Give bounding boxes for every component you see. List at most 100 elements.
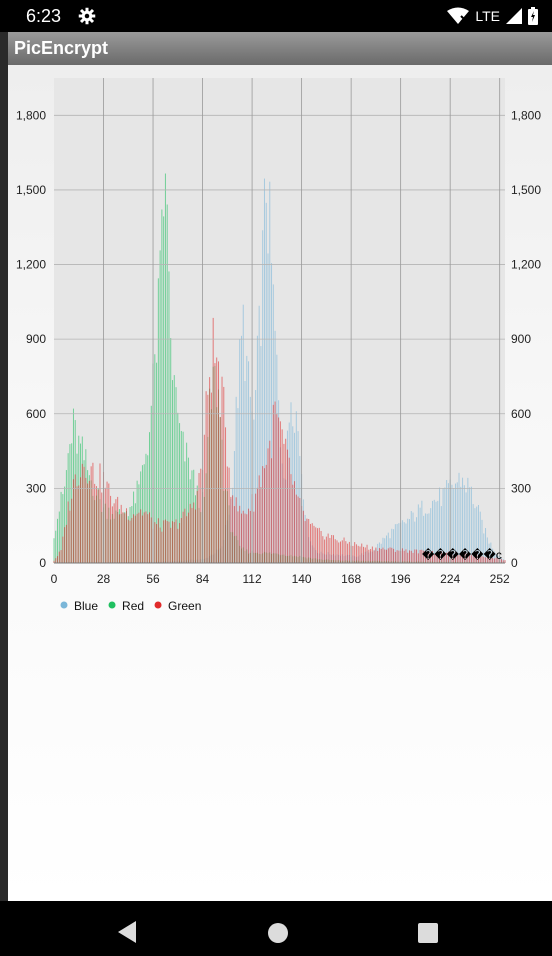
bar-green (110, 495, 112, 563)
y-tick-label-right: 600 (511, 407, 531, 421)
bar-green (157, 518, 159, 563)
bar-green (177, 528, 179, 563)
bar-blue (462, 477, 464, 563)
bar-green (281, 429, 283, 563)
bar-green (398, 550, 400, 563)
bar-green (366, 544, 368, 563)
bar-red (141, 465, 143, 563)
bar-blue (262, 230, 264, 563)
bar-blue (454, 483, 456, 563)
bar-green (456, 552, 458, 563)
bar-red (69, 444, 71, 563)
back-icon[interactable] (117, 920, 137, 944)
bar-green (57, 556, 59, 563)
bar-green (403, 550, 405, 563)
bar-blue (492, 548, 494, 563)
bar-green (198, 472, 200, 563)
bar-blue (432, 500, 433, 563)
bar-blue (446, 480, 448, 563)
bar-green (368, 549, 370, 563)
bar-red (179, 423, 181, 563)
bar-green (363, 546, 364, 563)
bar-green (172, 521, 173, 563)
bar-green (88, 480, 90, 563)
y-tick-label-right: 300 (511, 481, 531, 495)
y-tick-label-right: 1,800 (511, 108, 541, 122)
y-tick-label-left: 1,500 (16, 183, 46, 197)
bar-blue (485, 528, 487, 563)
bar-green (249, 510, 251, 563)
bar-green (210, 392, 212, 563)
content-area: 0 0 300 300 600 600 900 900 1,200 1,200 1,500 1,500… (8, 65, 552, 901)
bar-blue (467, 477, 469, 563)
bar-blue (493, 551, 495, 563)
bar-green (265, 464, 267, 563)
bar-green (140, 509, 142, 563)
bar-blue (428, 513, 430, 563)
bar-green (170, 527, 172, 563)
bar-green (248, 508, 250, 563)
y-tick-label-right: 1,500 (511, 183, 541, 197)
bar-green (83, 466, 85, 563)
bar-green (203, 434, 205, 563)
bar-green (486, 557, 488, 563)
bar-green (463, 553, 465, 563)
y-tick-label-left: 600 (26, 407, 46, 421)
bar-blue (476, 506, 478, 563)
bar-green (108, 483, 110, 563)
bar-blue (437, 500, 439, 563)
bar-green (308, 519, 310, 563)
bar-blue (246, 355, 248, 563)
x-tick-label: 252 (490, 572, 510, 586)
bar-blue (488, 543, 490, 563)
bar-green (504, 560, 506, 563)
bar-blue (403, 522, 405, 563)
bar-green (485, 557, 487, 563)
bar-green (446, 552, 448, 563)
legend-label-blue: Blue (74, 599, 98, 613)
bar-red (157, 278, 159, 563)
recents-icon[interactable] (418, 923, 438, 943)
bar-green (302, 510, 304, 563)
bar-green (87, 483, 89, 563)
bar-green (260, 487, 262, 563)
bar-green (143, 512, 145, 563)
network-type: LTE (475, 8, 500, 24)
bar-blue (263, 178, 265, 563)
bar-green (106, 481, 108, 563)
status-bar: 6:23 LTE (0, 0, 552, 32)
bar-red (168, 271, 170, 563)
bar-blue (465, 492, 467, 563)
home-icon[interactable] (267, 922, 289, 944)
bar-red (154, 354, 156, 563)
bar-green (396, 550, 398, 563)
bar-green (421, 549, 423, 563)
bar-green (286, 449, 288, 563)
bar-green (94, 483, 96, 563)
bar-green (424, 553, 426, 563)
bar-green (193, 502, 195, 563)
bar-blue (421, 500, 423, 563)
bar-green (492, 557, 494, 563)
bar-green (317, 528, 319, 563)
bar-green (391, 547, 393, 563)
bar-green (380, 548, 382, 563)
bar-blue (269, 181, 271, 563)
bar-green (175, 519, 177, 563)
signal-icon (506, 8, 522, 24)
bar-green (377, 551, 379, 563)
bar-green (338, 542, 340, 563)
bar-green (189, 503, 191, 563)
bar-red (58, 511, 60, 563)
bar-blue (414, 521, 416, 563)
bar-green (500, 559, 502, 563)
bar-red (53, 538, 55, 563)
gear-icon (78, 7, 96, 25)
bar-green (141, 515, 143, 563)
bar-red (166, 204, 168, 563)
bar-green (288, 457, 290, 563)
bar-green (262, 466, 264, 563)
bar-blue (396, 523, 398, 563)
bar-green (65, 524, 67, 563)
